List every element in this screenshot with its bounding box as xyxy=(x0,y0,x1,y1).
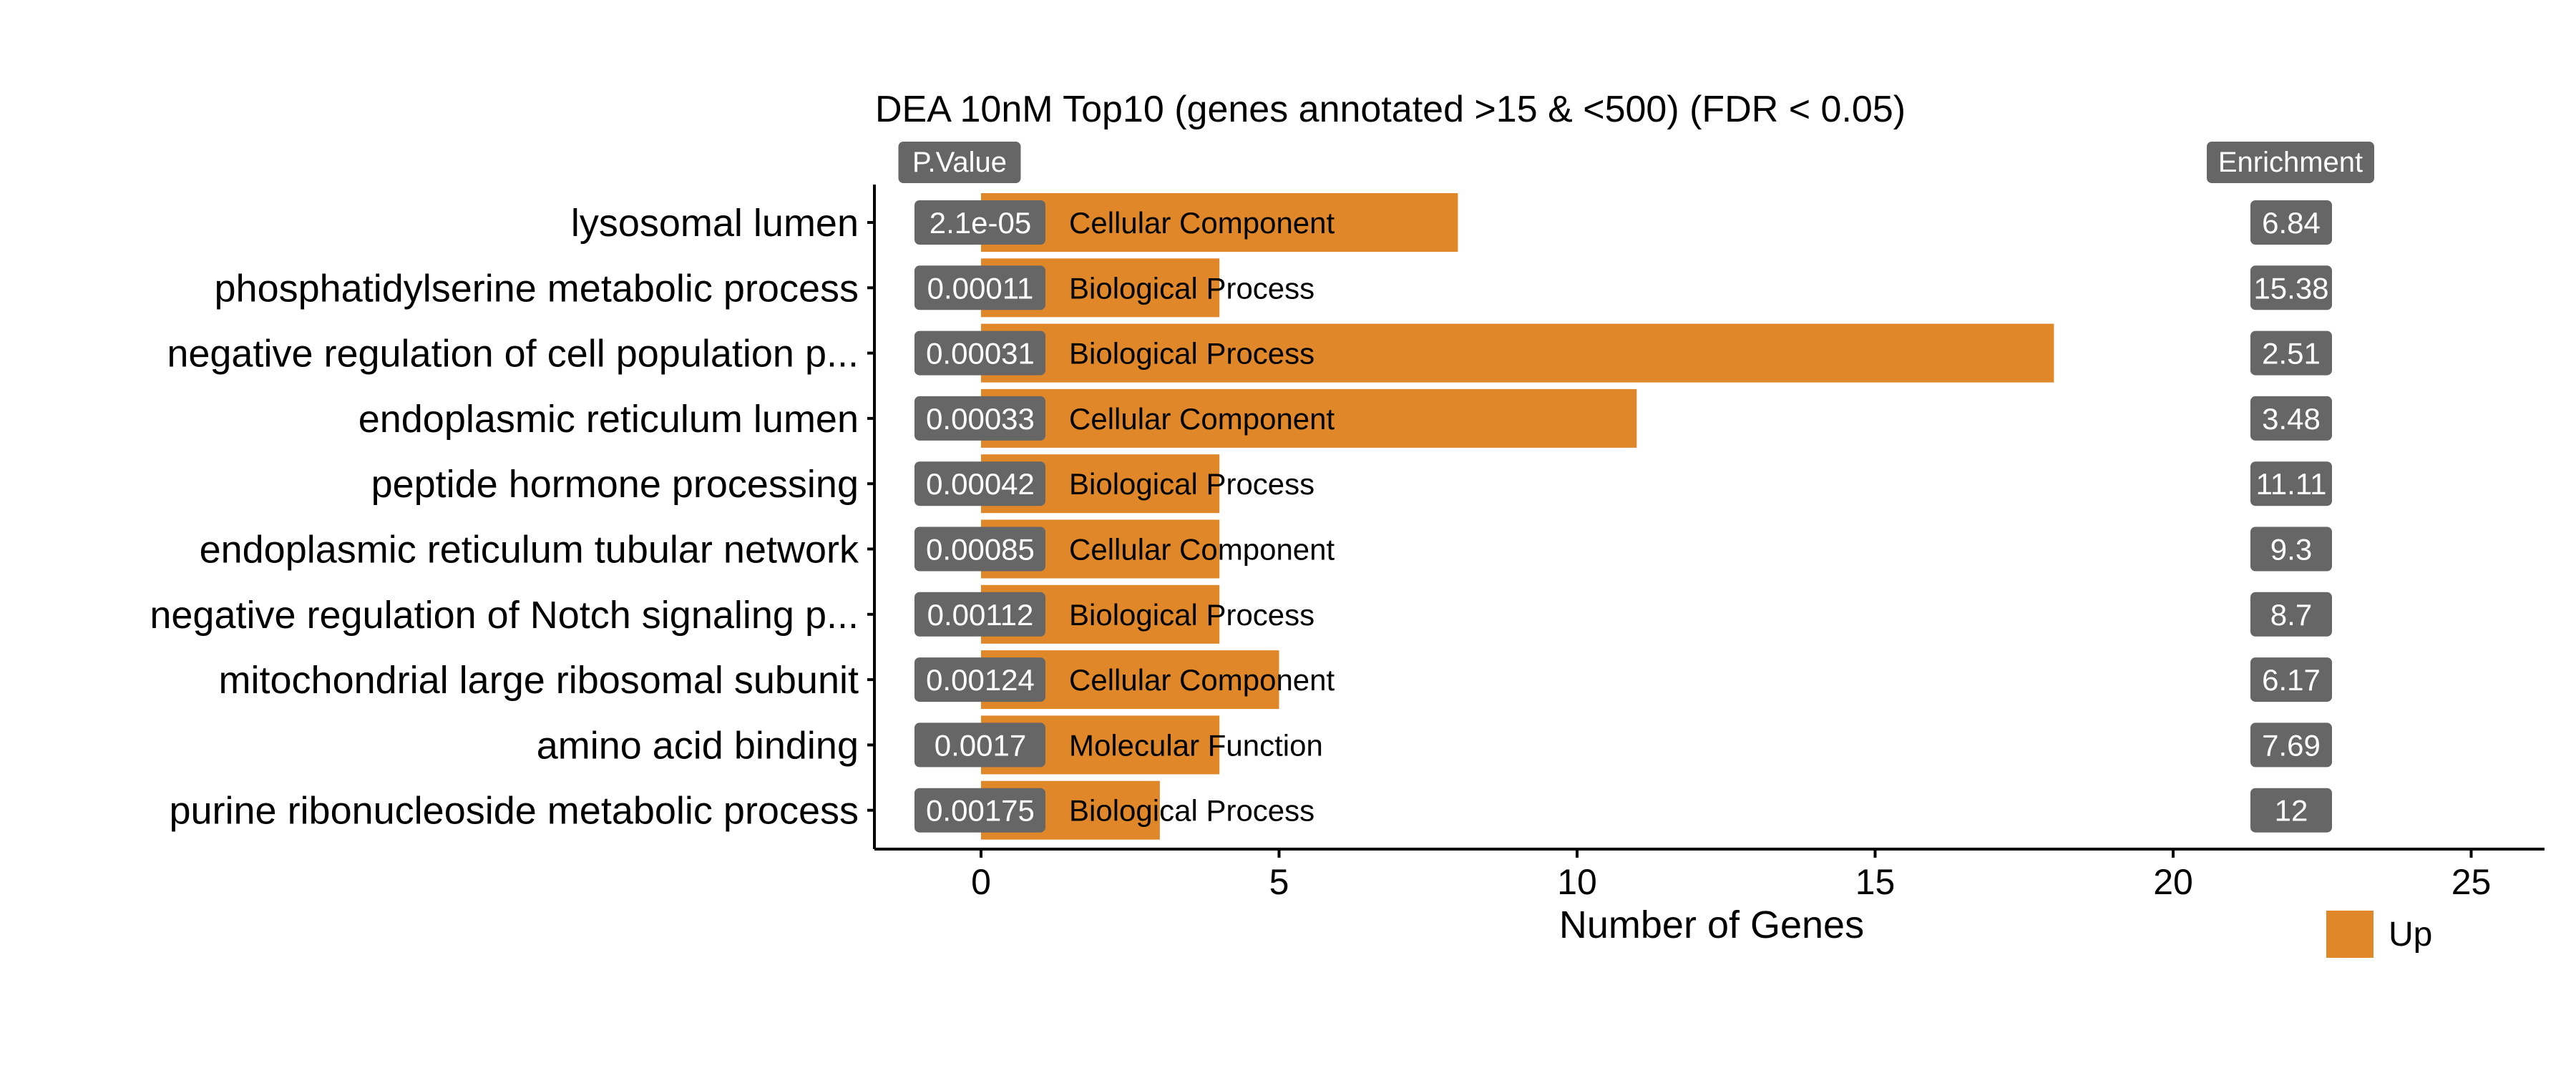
x-axis: 0 5 10 15 20 25 xyxy=(873,185,2545,902)
enrichment-label: 15.38 xyxy=(2253,271,2328,305)
enrichment-header-bg xyxy=(2207,142,2374,183)
x-tick-label: 10 xyxy=(1557,862,1597,902)
enrichment-badge xyxy=(2250,788,2332,833)
enrichment-badge xyxy=(2250,200,2332,245)
pvalue-header-bg xyxy=(898,142,1021,183)
x-tick-label: 25 xyxy=(2451,862,2492,902)
chart-title: DEA 10nM Top10 (genes annotated >15 & <5… xyxy=(875,89,1906,130)
pvalue-label: 0.0017 xyxy=(935,728,1026,762)
category-label: purine ribonucleoside metabolic process xyxy=(169,790,859,833)
pvalue-label: 0.00031 xyxy=(926,337,1035,371)
pvalue-badge xyxy=(914,330,1045,376)
enrichment-badge xyxy=(2250,330,2332,376)
category-label: peptide hormone processing xyxy=(371,463,859,506)
bar xyxy=(981,388,1637,448)
pvalue-label: 2.1e-05 xyxy=(930,206,1031,240)
bar-ontology-label: Biological Process xyxy=(1069,271,1314,305)
enrichment-badge xyxy=(2250,396,2332,441)
enrichment-label: 2.51 xyxy=(2262,337,2321,371)
category-label: negative regulation of cell population p… xyxy=(167,333,859,376)
x-axis-title: Number of Genes xyxy=(1559,903,1864,946)
pvalue-label: 0.00175 xyxy=(926,794,1035,828)
legend-label: Up xyxy=(2389,916,2432,954)
bar xyxy=(981,323,2054,383)
x-tick-label: 5 xyxy=(1269,862,1289,902)
enrichment-label: 6.84 xyxy=(2262,206,2321,240)
bar-ontology-label: Cellular Component xyxy=(1069,206,1335,240)
legend: Up xyxy=(2326,911,2432,958)
pvalue-label: 0.00042 xyxy=(926,467,1035,501)
legend-swatch xyxy=(2326,911,2373,958)
category-label: endoplasmic reticulum lumen xyxy=(358,398,859,441)
bars-layer: Cellular Component Biological Process Biol… xyxy=(981,193,2054,840)
pvalue-badge xyxy=(914,657,1045,702)
bar-ontology-label: Biological Process xyxy=(1069,598,1314,632)
enrichment-badge xyxy=(2250,461,2332,506)
x-tick-label: 0 xyxy=(971,862,991,902)
pvalue-badge xyxy=(914,396,1045,441)
pvalue-badge xyxy=(914,200,1045,245)
category-label: negative regulation of Notch signaling p… xyxy=(150,594,859,637)
bar-ontology-label: Cellular Component xyxy=(1069,533,1335,567)
enrichment-label: 7.69 xyxy=(2262,728,2321,762)
bar xyxy=(981,193,1458,252)
category-label: phosphatidylserine metabolic process xyxy=(215,267,859,310)
enrichment-badges: 6.84 15.38 2.51 3.48 11.11 9.3 8.7 6.17 7.69 12 xyxy=(2250,200,2332,833)
bar-ontology-label: Molecular Function xyxy=(1069,728,1323,762)
enrichment-label: 11.11 xyxy=(2256,467,2327,501)
pvalue-label: 0.00112 xyxy=(927,598,1034,632)
bar-ontology-label: Biological Process xyxy=(1069,337,1314,371)
bar-ontology-label: Cellular Component xyxy=(1069,663,1335,697)
category-label: lysosomal lumen xyxy=(571,202,859,245)
pvalue-label: 0.00124 xyxy=(926,663,1035,697)
enrichment-header: Enrichment xyxy=(2218,147,2363,178)
pvalue-header: P.Value xyxy=(912,147,1007,178)
enrichment-badge xyxy=(2250,265,2332,310)
enrichment-badge xyxy=(2250,592,2332,637)
enrichment-label: 12 xyxy=(2275,794,2308,828)
x-tick-label: 20 xyxy=(2153,862,2193,902)
enrichment-label: 3.48 xyxy=(2262,402,2321,436)
pvalue-badges: P.Value Enrichment 2.1e-05 0.00011 0.00031 0.… xyxy=(898,142,2374,833)
pvalue-label: 0.00011 xyxy=(927,271,1034,305)
pvalue-badge xyxy=(914,788,1045,833)
pvalue-badge xyxy=(914,592,1045,637)
category-label: endoplasmic reticulum tubular network xyxy=(200,529,859,572)
x-tick-label: 15 xyxy=(1855,862,1896,902)
y-tick-labels: lysosomal lumen phosphatidylserine metabo… xyxy=(150,202,874,833)
enrichment-label: 9.3 xyxy=(2270,533,2312,567)
category-label: mitochondrial large ribosomal subunit xyxy=(219,659,859,702)
category-label: amino acid binding xyxy=(537,724,859,767)
pvalue-label: 0.00033 xyxy=(926,402,1035,436)
enrichment-label: 6.17 xyxy=(2262,663,2321,697)
pvalue-badge xyxy=(914,265,1045,310)
pvalue-badge xyxy=(914,461,1045,506)
pvalue-label: 0.00085 xyxy=(926,533,1035,567)
bar-ontology-label: Biological Process xyxy=(1069,794,1314,828)
bar-ontology-label: Biological Process xyxy=(1069,467,1314,501)
enrichment-label: 8.7 xyxy=(2270,598,2312,632)
enrichment-badge xyxy=(2250,722,2332,768)
pvalue-badge xyxy=(914,526,1045,572)
enrichment-badge xyxy=(2250,526,2332,572)
enrichment-badge xyxy=(2250,657,2332,702)
bar-ontology-label: Cellular Component xyxy=(1069,402,1335,436)
pvalue-badge xyxy=(914,722,1045,768)
